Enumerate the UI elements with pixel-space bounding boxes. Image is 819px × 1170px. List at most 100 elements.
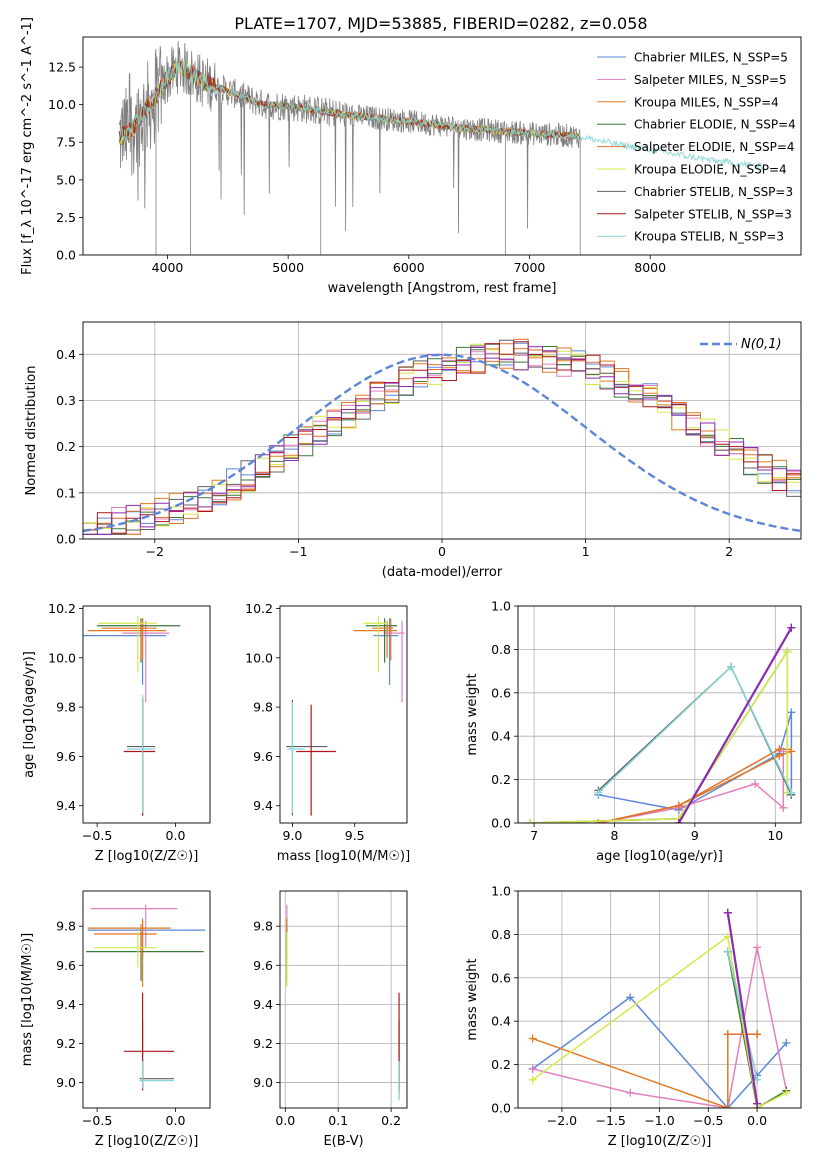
spectrum-xtick-label: 7000	[514, 260, 546, 275]
weight-marker-krou_stelib	[594, 788, 603, 797]
age_vs_Z-ytick-label: 9.8	[56, 700, 76, 715]
massweight_vs_Z-xtick-label: −0.5	[693, 1113, 723, 1128]
weight-line-salp_elodie	[598, 748, 788, 823]
weight-marker-krou_miles	[723, 1104, 732, 1108]
residual-histogram-salp_miles	[83, 351, 801, 535]
legend-label: Salpeter ELODIE, N_SSP=4	[634, 140, 795, 154]
weight-marker-salp_elodie	[753, 1030, 762, 1039]
spectrum-ylabel: Flux [f_λ 10^-17 erg cm^-2 s^-1 A^-1]	[20, 17, 35, 275]
spectrum-ytick-label: 12.5	[48, 60, 76, 75]
age_vs_Z-panel: −0.5 0.0 9.4 9.6 9.8 10.0 10.2 Z [log10(Z/Z☉)] a…	[22, 601, 211, 864]
residuals-xtick-label: −2	[146, 544, 164, 559]
weight-marker-krou_miles	[528, 1034, 537, 1043]
massweight_vs_Z-ytick-label: 0.6	[491, 970, 511, 985]
residuals-xtick-label: −1	[289, 544, 307, 559]
massweight_vs_age-ylabel: mass weight	[465, 673, 480, 755]
panels-container: 4000 5000 6000 7000 8000 0.0 2.5 5.0 7.5 10.0 12.5…	[20, 17, 802, 1149]
weight-marker-salp_elodie	[723, 1030, 732, 1039]
massweight_vs_Z-ytick-label: 0.2	[491, 1057, 511, 1072]
massweight_vs_age-ytick-label: 0.4	[491, 729, 511, 744]
residual-histogram-purple	[83, 346, 801, 535]
residuals-xtick-label: 2	[725, 544, 733, 559]
weight-marker-salp_miles	[626, 1088, 635, 1097]
model-line-krou_stelib	[118, 57, 765, 172]
legend-label: Chabrier MILES, N_SSP=5	[634, 51, 788, 65]
age_vs_mass-panel: 9.0 9.5 9.4 9.6 9.8 10.0 10.2 mass [log10(M/M☉)…	[245, 601, 410, 864]
massweight_vs_age-xtick-label: 7	[530, 828, 538, 843]
spectrum-legend: Chabrier MILES, N_SSP=5 Salpeter MILES, N…	[597, 51, 796, 244]
weight-marker-chab_miles	[787, 708, 796, 717]
spectrum-xtick-label: 8000	[634, 260, 666, 275]
weight-marker-purple	[723, 908, 732, 917]
age_vs_Z-ylabel: age [log10(age/yr)]	[22, 651, 37, 778]
spectrum-ytick-label: 2.5	[56, 210, 76, 225]
gaussian-legend-label: N(0,1)	[741, 337, 782, 352]
massweight_vs_Z-xtick-label: −1.5	[596, 1113, 626, 1128]
age_vs_mass-plot-area	[286, 615, 405, 816]
weight-marker-chab_miles	[782, 1038, 791, 1047]
age_vs_Z-xtick-label: −0.5	[82, 828, 112, 843]
massweight_vs_Z-ylabel: mass weight	[465, 958, 480, 1040]
mass_vs_Z-ytick-label: 9.8	[56, 919, 76, 934]
axes-frame	[82, 890, 211, 1109]
massweight_vs_Z-ytick-label: 0.4	[491, 1014, 511, 1029]
weight-line-krou_elodie	[532, 935, 787, 1108]
age_vs_mass-ytick-label: 10.2	[245, 601, 273, 616]
weight-line-krou_elodie	[530, 649, 789, 823]
legend-label: Salpeter STELIB, N_SSP=3	[634, 207, 792, 221]
residuals-ytick-label: 0.2	[56, 439, 76, 454]
mass_vs_Z-ytick-label: 9.4	[56, 997, 76, 1012]
weight-marker-salp_miles	[528, 1064, 537, 1073]
age_vs_mass-xlabel: mass [log10(M/M☉)]	[277, 849, 410, 864]
spectrum-xtick-label: 6000	[393, 260, 425, 275]
mass_vs_ebv-ytick-label: 9.2	[253, 1036, 273, 1051]
legend-label: Kroupa ELODIE, N_SSP=4	[634, 163, 787, 177]
weight-line-purple	[677, 627, 793, 823]
spectrum-ytick-label: 5.0	[56, 172, 76, 187]
spectrum-ytick-label: 0.0	[56, 248, 76, 263]
age_vs_Z-ytick-label: 10.0	[48, 650, 76, 665]
gaussian-curve	[83, 353, 801, 533]
massweight_vs_age-xlabel: age [log10(age/yr)]	[596, 849, 723, 864]
spectrum-xtick-label: 4000	[152, 260, 184, 275]
age_vs_mass-ytick-label: 9.4	[253, 798, 273, 813]
residuals-ytick-label: 0.0	[56, 532, 76, 547]
axes-frame	[82, 36, 802, 256]
mass_vs_Z-panel: −0.5 0.0 9.0 9.2 9.4 9.6 9.8 Z [log10(Z/Z☉)] mas…	[20, 890, 211, 1149]
spectrum-plot-area	[118, 40, 765, 255]
spectrum-ytick-label: 7.5	[56, 135, 76, 150]
residuals-ylabel: Normed distribution	[24, 366, 39, 496]
residuals-plot-area	[83, 338, 801, 535]
mass_vs_Z-plot-area	[86, 904, 206, 1091]
mass_vs_ebv-ytick-label: 9.8	[253, 919, 273, 934]
residuals-xtick-label: 0	[438, 544, 446, 559]
age_vs_Z-ytick-label: 9.4	[56, 798, 76, 813]
age_vs_mass-xtick-label: 9.0	[283, 828, 303, 843]
axes-frame	[82, 321, 802, 540]
spectrum-xtick-label: 5000	[272, 260, 304, 275]
massweight_vs_Z-ytick-label: 1.0	[491, 884, 511, 899]
massweight_vs_Z-xtick-label: −2.0	[547, 1113, 577, 1128]
massweight_vs_age-plot-area	[526, 623, 796, 823]
legend-label: Chabrier STELIB, N_SSP=3	[634, 185, 793, 199]
massweight_vs_Z-xtick-label: −1.0	[644, 1113, 674, 1128]
mass_vs_ebv-xtick-label: 0.1	[328, 1113, 348, 1128]
massweight_vs_Z-panel: −2.0 −1.5 −1.0 −0.5 0.0 0.0 0.2 0.4 0.6 0.8 1.0 Z […	[465, 884, 802, 1149]
residuals-ytick-label: 0.4	[56, 347, 76, 362]
spectrum-ytick-label: 10.0	[48, 97, 76, 112]
age_vs_mass-ytick-label: 9.8	[253, 700, 273, 715]
mass_vs_ebv-xtick-label: 0.0	[275, 1113, 295, 1128]
residuals-ytick-label: 0.3	[56, 393, 76, 408]
spectrum-xlabel: wavelength [Angstrom, rest frame]	[328, 281, 557, 296]
mass_vs_ebv-ytick-label: 9.0	[253, 1075, 273, 1090]
age_vs_Z-plot-area	[83, 615, 181, 816]
legend-label: Kroupa MILES, N_SSP=4	[634, 95, 779, 109]
figure-title: PLATE=1707, MJD=53885, FIBERID=0282, z=0…	[234, 14, 647, 33]
legend-label: Kroupa STELIB, N_SSP=3	[634, 230, 784, 244]
weight-marker-salp_miles	[753, 943, 762, 952]
massweight_vs_Z-ytick-label: 0.0	[491, 1101, 511, 1116]
weight-marker-purple	[674, 819, 683, 823]
weight-marker-krou_stelib	[727, 662, 736, 671]
residual-histogram-chab_miles	[83, 342, 801, 535]
